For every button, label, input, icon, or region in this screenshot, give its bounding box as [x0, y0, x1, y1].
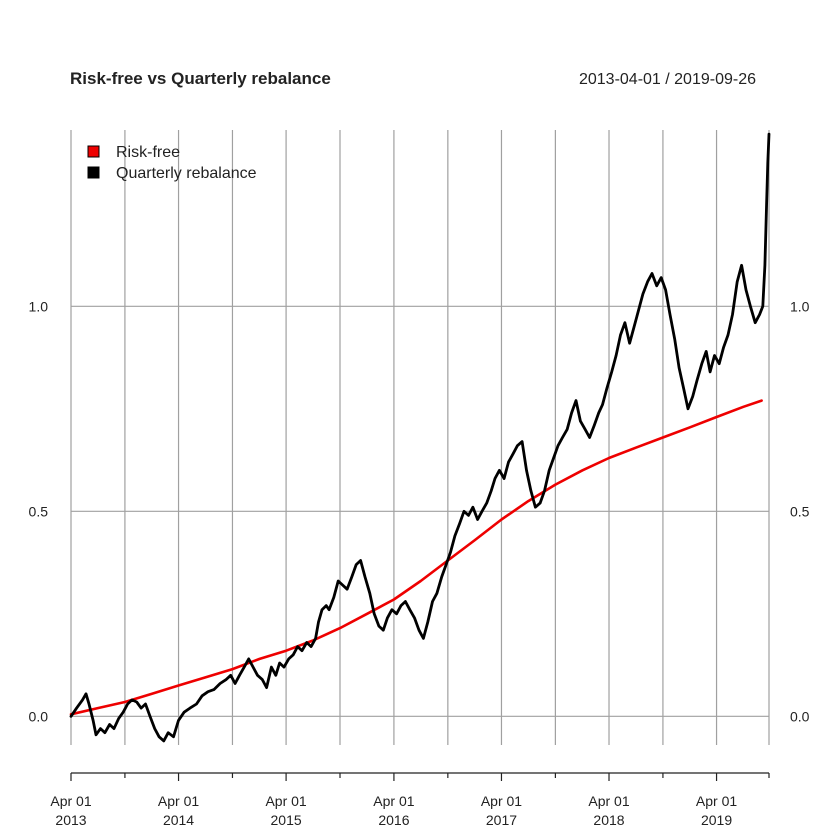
- y-tick-label-left: 0.5: [29, 503, 49, 519]
- chart-title: Risk-free vs Quarterly rebalance: [70, 69, 331, 88]
- x-tick-year: 2019: [701, 812, 732, 828]
- x-tick-year: 2016: [378, 812, 409, 828]
- legend-swatch: [87, 145, 100, 158]
- x-tick-label: Apr 01: [481, 793, 522, 809]
- x-tick-year: 2017: [486, 812, 517, 828]
- y-tick-label-left: 1.0: [29, 298, 49, 314]
- axes: 0.0 0.0 0.5 0.5 1.0 1.0 Apr 01 2013 Apr 01 2014 Ap…: [29, 298, 810, 828]
- y-tick-label-right: 0.5: [790, 503, 810, 519]
- legend-swatch: [87, 166, 100, 179]
- y-tick-label-left: 0.0: [29, 708, 49, 724]
- x-tick-year: 2018: [593, 812, 624, 828]
- legend-label: Risk-free: [116, 144, 180, 161]
- legend: Risk-free Quarterly rebalance: [87, 144, 257, 182]
- legend-label: Quarterly rebalance: [116, 165, 257, 182]
- x-tick-year: 2014: [163, 812, 194, 828]
- date-range: 2013-04-01 / 2019-09-26: [579, 71, 756, 88]
- series-line-quarterly-rebalance: [69, 132, 771, 743]
- y-tick-label-right: 1.0: [790, 298, 810, 314]
- x-tick-label: Apr 01: [373, 793, 414, 809]
- x-tick-year: 2013: [55, 812, 86, 828]
- x-tick-label: Apr 01: [265, 793, 306, 809]
- series-line-risk-free: [69, 399, 763, 716]
- x-tick-label: Apr 01: [696, 793, 737, 809]
- x-tick-year: 2015: [271, 812, 302, 828]
- series-lines: [69, 132, 771, 743]
- x-tick-label: Apr 01: [588, 793, 629, 809]
- x-tick-label: Apr 01: [158, 793, 199, 809]
- x-tick-label: Apr 01: [50, 793, 91, 809]
- y-tick-label-right: 0.0: [790, 708, 810, 724]
